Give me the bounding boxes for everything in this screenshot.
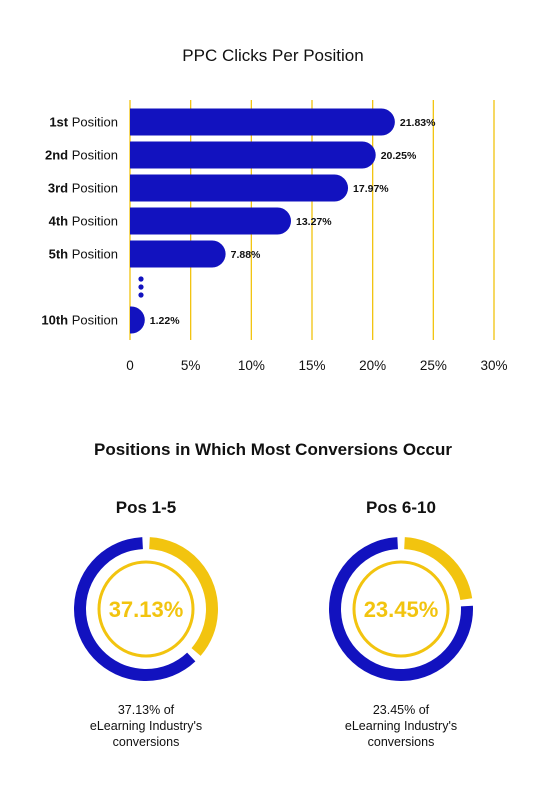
donut-caption: 37.13% of eLearning Industry's conversio… xyxy=(46,702,246,750)
donut-center-value: 37.13% xyxy=(109,597,184,622)
donut-inner-ring xyxy=(352,560,450,658)
donut-caption-line: 23.45% of xyxy=(372,703,430,717)
x-tick-label: 15% xyxy=(298,358,325,373)
bar xyxy=(130,207,292,235)
donut-caption-line: conversions xyxy=(367,735,435,749)
gap-ellipsis-dot xyxy=(138,292,144,298)
bar xyxy=(130,108,395,136)
donut-chart: 37.13% xyxy=(74,537,218,681)
bar-chart-title: PPC Clicks Per Position xyxy=(182,46,363,65)
donut-caption: 23.45% of eLearning Industry's conversio… xyxy=(301,702,501,750)
donut-value-arc xyxy=(74,537,218,681)
category-ordinal: 2nd xyxy=(45,148,68,163)
bar xyxy=(130,141,376,169)
donut-panel-pos-6-10: Pos 6-10 23.45% 23.45% of eLearning Indu… xyxy=(301,492,501,750)
donut-section-title: Positions in Which Most Conversions Occu… xyxy=(94,440,452,459)
category-label: 10th Position xyxy=(41,313,118,328)
category-label: 1st Position xyxy=(49,115,118,130)
category-suffix: Position xyxy=(68,313,118,328)
bar xyxy=(130,306,145,334)
category-suffix: Position xyxy=(68,181,118,196)
category-label: 2nd Position xyxy=(45,148,118,163)
donut-center-value: 23.45% xyxy=(364,597,439,622)
bar-value-label: 1.22% xyxy=(150,315,180,327)
category-ordinal: 5th xyxy=(49,247,69,262)
x-tick-label: 10% xyxy=(238,358,265,373)
bar xyxy=(130,240,226,268)
category-ordinal: 1st xyxy=(49,115,68,130)
bar xyxy=(130,174,349,202)
category-suffix: Position xyxy=(68,247,118,262)
x-tick-label: 5% xyxy=(181,358,201,373)
category-ordinal: 3rd xyxy=(48,181,68,196)
donut-heading: Pos 6-10 xyxy=(366,498,436,517)
donut-chart: 23.45% xyxy=(329,537,473,681)
donut-heading: Pos 1-5 xyxy=(115,498,177,517)
donut-panel-pos-1-5: Pos 1-5 37.13% 37.13% of eLearning Indus… xyxy=(46,492,246,750)
category-suffix: Position xyxy=(68,115,118,130)
bar-value-label: 21.83% xyxy=(400,117,436,129)
gap-ellipsis-dot xyxy=(138,276,144,282)
donut-remainder-arc xyxy=(74,537,218,681)
bar-value-label: 13.27% xyxy=(296,216,332,228)
category-label: 4th Position xyxy=(49,214,118,229)
category-suffix: Position xyxy=(68,214,118,229)
donut-caption-line: eLearning Industry's xyxy=(89,719,203,733)
x-tick-label: 25% xyxy=(420,358,447,373)
bar-value-label: 17.97% xyxy=(353,183,389,195)
donut-inner-ring xyxy=(97,560,195,658)
bar-chart: PPC Clicks Per Position 0 5% 10% 15% 20% 25% 3… xyxy=(41,46,507,373)
x-tick-label: 30% xyxy=(480,358,507,373)
gap-ellipsis-dot xyxy=(138,284,144,290)
donut-caption-line: eLearning Industry's xyxy=(344,719,458,733)
category-label: 5th Position xyxy=(49,247,118,262)
donut-caption-line: 37.13% of xyxy=(117,703,175,717)
category-ordinal: 4th xyxy=(49,214,69,229)
x-tick-label: 20% xyxy=(359,358,386,373)
bar-value-label: 7.88% xyxy=(231,249,261,261)
bar-value-label: 20.25% xyxy=(381,150,417,162)
category-label: 3rd Position xyxy=(48,181,118,196)
category-ordinal: 10th xyxy=(41,313,68,328)
category-suffix: Position xyxy=(68,148,118,163)
x-tick-label: 0 xyxy=(126,358,134,373)
donut-caption-line: conversions xyxy=(112,735,180,749)
